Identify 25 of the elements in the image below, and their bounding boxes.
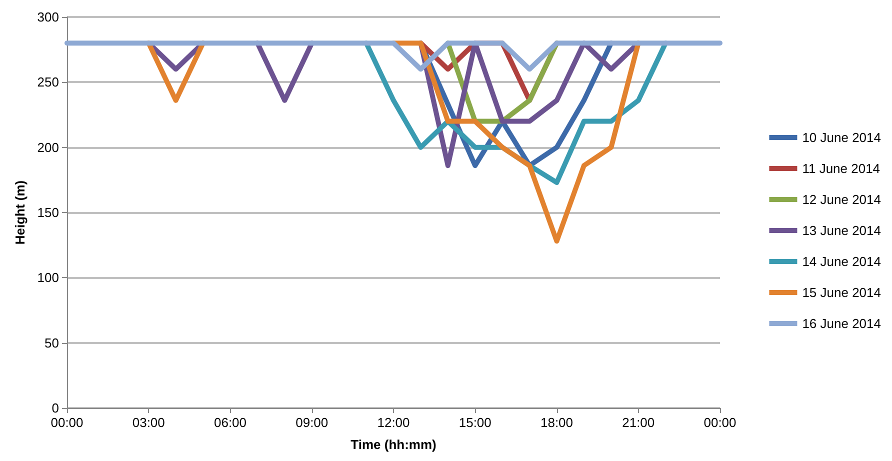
y-tick-label: 0 [52, 400, 59, 416]
x-axis-title: Time (hh:mm) [350, 437, 436, 452]
y-tick-label: 100 [37, 270, 59, 286]
legend-label: 14 June 2014 [802, 254, 882, 269]
y-tick-label: 250 [37, 74, 59, 90]
x-tick-label: 12:00 [377, 415, 410, 430]
legend-label: 15 June 2014 [802, 285, 882, 300]
x-tick-label: 06:00 [214, 415, 247, 430]
x-tick-label: 09:00 [296, 415, 328, 430]
x-tick-label: 00:00 [704, 415, 736, 430]
y-tick-label: 300 [37, 10, 59, 24]
x-tick-label: 15:00 [458, 415, 492, 430]
legend-label: 10 June 2014 [802, 130, 882, 145]
y-axis-title: Height (m) [12, 180, 28, 245]
legend-label: 13 June 2014 [802, 223, 882, 238]
y-tick-label: 150 [37, 205, 59, 220]
legend-label: 11 June 2014 [802, 161, 880, 176]
x-tick-label: 18:00 [540, 415, 574, 430]
x-tick-label: 03:00 [132, 415, 165, 430]
x-tick-label: 00:00 [50, 415, 84, 430]
y-tick-label: 200 [37, 140, 59, 155]
x-tick-label: 21:00 [622, 415, 655, 430]
legend-label: 12 June 2014 [802, 192, 882, 207]
legend-label: 16 June 2014 [802, 316, 882, 331]
y-tick-label: 50 [44, 335, 59, 350]
